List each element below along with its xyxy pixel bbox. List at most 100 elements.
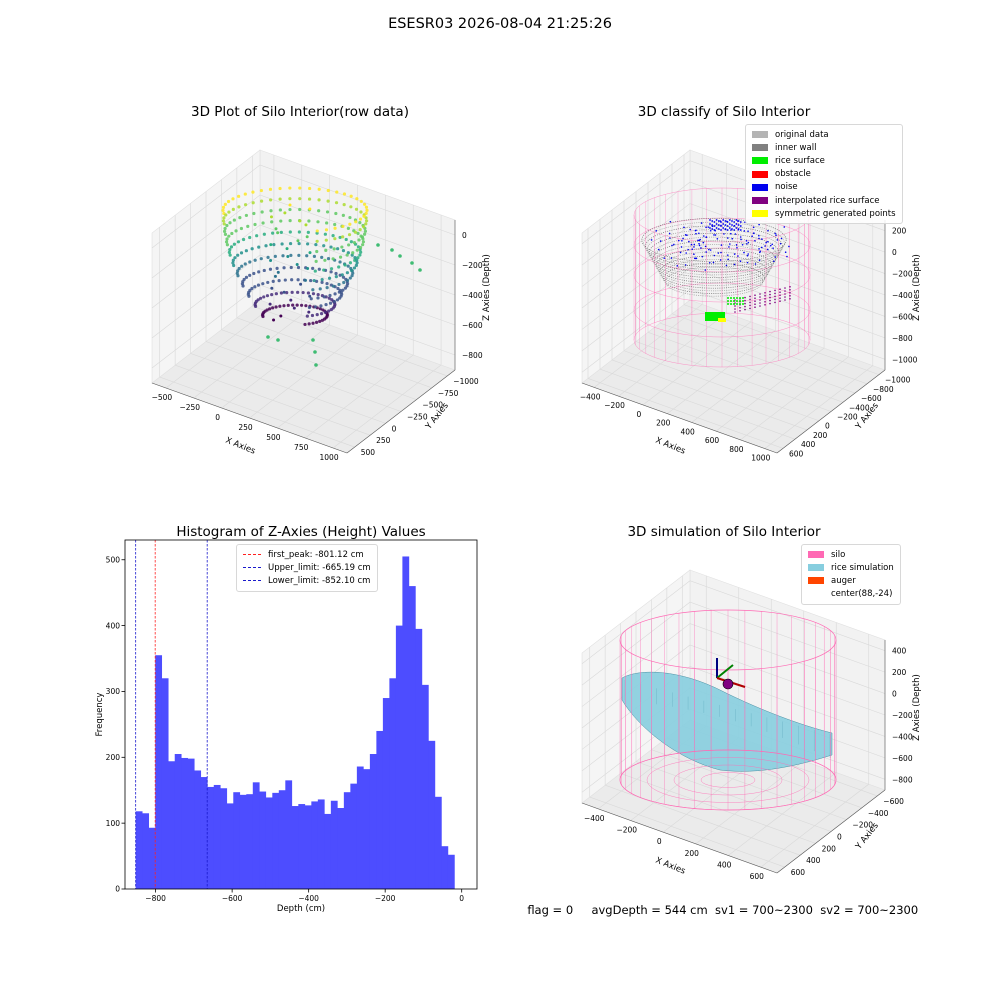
interpolated-point bbox=[734, 305, 736, 307]
data-point bbox=[231, 258, 235, 262]
inner-wall-ring bbox=[650, 236, 778, 276]
noise-point bbox=[737, 228, 740, 230]
data-point bbox=[279, 291, 284, 295]
noise-point bbox=[779, 242, 782, 245]
data-point bbox=[325, 221, 329, 225]
data-point bbox=[410, 261, 414, 265]
y-tick-label: 250 bbox=[376, 436, 391, 445]
y-tick-label: −800 bbox=[873, 385, 894, 394]
raw-plot-title: 3D Plot of Silo Interior(row data) bbox=[191, 104, 409, 120]
data-point bbox=[362, 202, 367, 206]
noise-point bbox=[731, 224, 733, 226]
inner-wall-ring bbox=[646, 229, 782, 270]
x-axis-label: Depth (cm) bbox=[277, 904, 325, 914]
data-point bbox=[223, 202, 227, 207]
noise-point bbox=[769, 244, 772, 247]
data-point bbox=[348, 261, 353, 265]
data-point bbox=[261, 221, 265, 225]
data-point bbox=[356, 256, 360, 260]
z-tick-label: −800 bbox=[892, 775, 913, 784]
data-point bbox=[334, 201, 339, 205]
data-point bbox=[232, 263, 236, 268]
interpolated-point bbox=[769, 290, 771, 293]
noise-point bbox=[739, 221, 742, 223]
data-point bbox=[314, 259, 318, 263]
data-point bbox=[341, 249, 346, 253]
data-point bbox=[363, 229, 368, 233]
data-point bbox=[269, 215, 273, 219]
legend-swatch bbox=[243, 567, 261, 569]
y-tick-label: −200 bbox=[837, 413, 858, 422]
noise-point bbox=[711, 225, 714, 228]
legend-label: symmetric generated points bbox=[775, 208, 896, 219]
data-point bbox=[349, 194, 353, 198]
data-point bbox=[326, 188, 330, 193]
data-point bbox=[298, 219, 302, 223]
histogram-bar bbox=[350, 783, 358, 889]
x-tick-label: 250 bbox=[238, 423, 253, 432]
z-tick-label: 0 bbox=[892, 248, 897, 257]
noise-point bbox=[681, 239, 683, 242]
legend-swatch bbox=[808, 577, 824, 585]
rice-surface-point bbox=[727, 303, 729, 305]
data-point bbox=[307, 322, 311, 326]
grid-line bbox=[599, 219, 796, 440]
data-point bbox=[227, 234, 231, 238]
data-point bbox=[298, 207, 302, 212]
noise-point bbox=[676, 265, 679, 267]
noise-point bbox=[726, 225, 729, 227]
legend-swatch bbox=[243, 580, 261, 582]
noise-point bbox=[725, 264, 728, 267]
interpolated-point bbox=[779, 291, 781, 293]
noise-point bbox=[752, 232, 755, 235]
data-point bbox=[262, 268, 266, 273]
histogram-bar bbox=[135, 811, 143, 889]
data-point bbox=[296, 290, 300, 294]
data-point bbox=[335, 190, 339, 194]
y-tick-label: 400 bbox=[801, 440, 816, 449]
histogram-bar bbox=[311, 801, 319, 889]
data-point bbox=[289, 253, 293, 258]
legend-label: Lower_limit: -852.10 cm bbox=[268, 575, 371, 586]
data-point bbox=[337, 282, 341, 287]
rice-surface-point bbox=[742, 300, 744, 302]
data-point bbox=[322, 244, 326, 248]
y-axis-line bbox=[776, 369, 886, 454]
noise-point bbox=[774, 256, 777, 258]
noise-point bbox=[705, 236, 708, 238]
interpolated-point bbox=[769, 296, 771, 299]
legend-entry: inner wall bbox=[752, 141, 896, 154]
data-point bbox=[248, 260, 252, 264]
data-point bbox=[328, 293, 332, 298]
noise-point bbox=[772, 247, 774, 249]
data-point bbox=[282, 290, 286, 294]
legend-entry: silo bbox=[808, 548, 894, 561]
data-point bbox=[221, 208, 225, 213]
data-point bbox=[297, 241, 301, 246]
grid-line bbox=[728, 622, 837, 856]
data-point bbox=[337, 290, 341, 294]
interpolated-point bbox=[749, 304, 751, 307]
data-point bbox=[313, 269, 317, 273]
y-tick-label: 0 bbox=[825, 422, 830, 431]
data-point bbox=[311, 266, 315, 270]
grid-line bbox=[589, 647, 785, 868]
data-point bbox=[288, 207, 292, 212]
data-point bbox=[345, 271, 350, 275]
data-point bbox=[299, 282, 303, 286]
histogram-bar bbox=[161, 678, 169, 889]
inner-wall-ring bbox=[643, 221, 785, 265]
histogram-bar bbox=[207, 786, 215, 889]
histogram-bar bbox=[155, 655, 163, 889]
data-point bbox=[292, 306, 296, 310]
z-tick-label: 0 bbox=[462, 231, 467, 240]
data-point bbox=[261, 282, 265, 286]
data-point bbox=[331, 234, 335, 238]
noise-point bbox=[694, 229, 697, 232]
histogram-bar bbox=[233, 792, 241, 889]
noise-point bbox=[713, 254, 716, 257]
simulation-plot-title: 3D simulation of Silo Interior bbox=[627, 524, 821, 540]
data-point bbox=[353, 230, 358, 234]
noise-point bbox=[682, 237, 684, 240]
data-point bbox=[326, 257, 331, 261]
